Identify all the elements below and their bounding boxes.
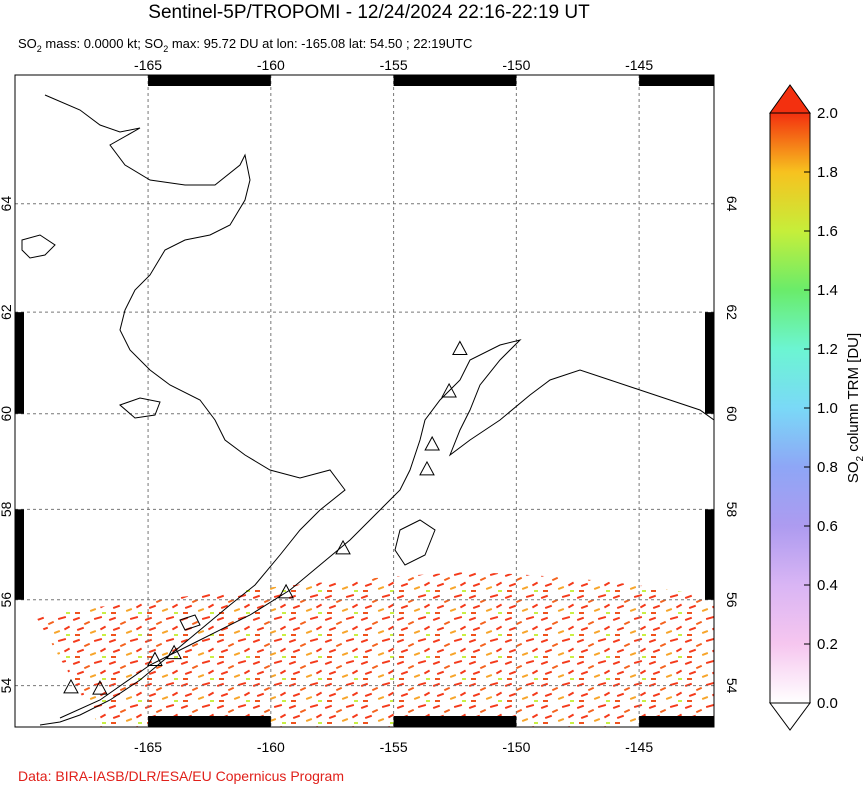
volcano: [92, 680, 108, 695]
frame-tick-bar: [393, 75, 517, 86]
subtitle-sub: 2: [163, 44, 168, 54]
y-tick-label: 64: [724, 196, 740, 212]
volcano: [166, 644, 182, 660]
frame-tick-bar: [639, 716, 714, 727]
colorbar-label: SO2 column TRM [DU]: [845, 333, 866, 483]
grid: [15, 75, 714, 727]
y-tick-label: 58: [724, 502, 740, 518]
colorbar-tick-label: 0.0: [817, 695, 838, 712]
y-tick-label: 54: [0, 678, 14, 694]
footer: Data: BIRA-IASB/DLR/ESA/EU Copernicus Pr…: [18, 768, 344, 784]
map: [15, 75, 714, 727]
x-tick-label: -150: [502, 739, 530, 755]
colorbar-tick-label: 1.0: [817, 400, 838, 417]
coastline: [39, 94, 714, 726]
island: [21, 234, 436, 631]
frame-tick-bar: [705, 509, 714, 600]
frame-tick-bar: [393, 716, 517, 727]
volcano: [452, 340, 468, 355]
y-tick-label: 56: [0, 592, 14, 608]
colorbar-tick-label: 1.4: [817, 282, 838, 299]
colorbar-tick-label: 2.0: [817, 105, 838, 122]
frame-tick-bar: [705, 312, 714, 414]
x-tick-label: -160: [257, 57, 285, 73]
frame-tick-bar: [148, 716, 271, 727]
y-tick-label: 58: [0, 501, 14, 517]
colorbar-gradient: [769, 112, 811, 704]
volcano: [63, 678, 79, 694]
axes: -165 -165 -160 -160 -155 -155 -150 -150 -145 -145…: [0, 57, 740, 755]
colorbar-tick-label: 1.8: [817, 164, 838, 181]
y-tick-label: 60: [0, 406, 14, 422]
frame-tick-bar: [639, 75, 714, 86]
volcanoes: [63, 340, 468, 695]
y-tick-label: 60: [724, 406, 740, 422]
colorbar-over: [769, 84, 811, 114]
title: Sentinel-5P/TROPOMI - 12/24/2024 22:16-2…: [148, 2, 590, 23]
label-part: column TRM [DU]: [845, 333, 862, 456]
subtitle-part: SO: [18, 36, 37, 51]
x-tick-label: -165: [134, 739, 162, 755]
volcano: [147, 651, 163, 666]
frame-tick-bar: [15, 312, 24, 414]
volcano: [424, 435, 440, 451]
x-tick-label: -160: [257, 739, 285, 755]
y-tick-label: 64: [0, 196, 14, 212]
y-tick-label: 62: [0, 304, 14, 320]
subtitle-sub: 2: [37, 44, 42, 54]
x-tick-label: -165: [134, 57, 162, 73]
x-tick-label: -150: [502, 57, 530, 73]
colorbar-tick-label: 0.4: [817, 577, 838, 594]
colorbar-tick-label: 0.6: [817, 518, 838, 535]
x-tick-label: -155: [380, 739, 408, 755]
label-part: SO: [845, 461, 862, 483]
colorbar-tick-label: 0.2: [817, 636, 838, 653]
x-tick-label: -155: [380, 57, 408, 73]
colorbar-tick-label: 1.2: [817, 341, 838, 358]
frame-tick-bar: [148, 75, 271, 86]
volcano: [441, 382, 457, 398]
so2-swath: [35, 572, 714, 727]
y-tick-label: 56: [724, 592, 740, 608]
volcano: [419, 460, 435, 476]
subtitle: SO2 mass: 0.0000 kt; SO2 max: 95.72 DU a…: [18, 36, 472, 54]
x-tick-label: -145: [625, 57, 653, 73]
subtitle-part: mass: 0.0000 kt; SO: [42, 36, 163, 51]
x-tick-label: -145: [625, 739, 653, 755]
colorbar-tick-label: 1.6: [817, 223, 838, 240]
y-tick-label: 54: [724, 678, 740, 694]
y-tick-label: 62: [724, 304, 740, 320]
volcano: [335, 539, 351, 555]
label-sub: 2: [855, 455, 866, 461]
colorbar: SO2 column TRM [DU] 0.0 0.2 0.4 0.6 0.8 1.0 1.…: [769, 84, 866, 731]
colorbar-under: [769, 702, 811, 731]
volcano: [278, 583, 294, 599]
colorbar-tick-label: 0.8: [817, 459, 838, 476]
subtitle-part: max: 95.72 DU at lon: -165.08 lat: 54.50…: [168, 36, 472, 51]
frame-tick-bar: [15, 509, 24, 600]
